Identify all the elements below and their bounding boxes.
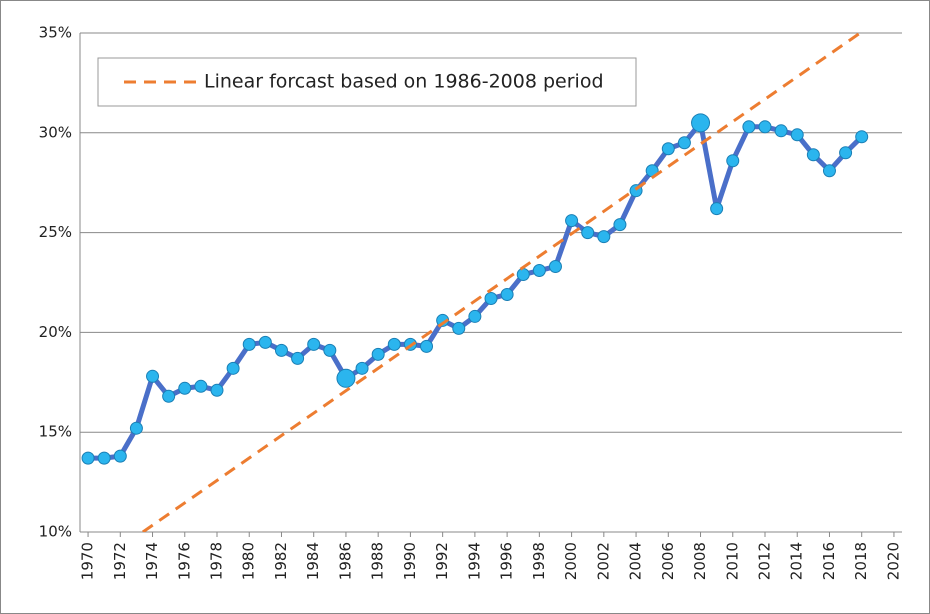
x-tick-label: 1986 bbox=[336, 542, 354, 580]
data-point bbox=[742, 120, 756, 134]
data-point bbox=[710, 202, 724, 216]
trend-line bbox=[142, 33, 861, 532]
x-tick-label: 2008 bbox=[691, 542, 709, 580]
data-point bbox=[548, 260, 562, 274]
data-point bbox=[532, 264, 546, 278]
x-tick-label: 1996 bbox=[498, 542, 516, 580]
x-tick-label: 2000 bbox=[562, 542, 580, 580]
x-tick-label: 2018 bbox=[852, 542, 870, 580]
data-point bbox=[242, 337, 256, 351]
data-point bbox=[226, 361, 240, 375]
data-point bbox=[806, 148, 820, 162]
data-point bbox=[258, 335, 272, 349]
y-tick-label: 30% bbox=[39, 123, 72, 141]
x-tick-label: 1974 bbox=[143, 542, 161, 580]
y-tick-label: 20% bbox=[39, 323, 72, 341]
data-point bbox=[661, 142, 675, 156]
x-tick-label: 1980 bbox=[240, 542, 258, 580]
data-point bbox=[726, 154, 740, 168]
data-point bbox=[355, 361, 369, 375]
data-point bbox=[822, 164, 836, 178]
x-tick-label: 1970 bbox=[79, 542, 97, 580]
x-tick-label: 1976 bbox=[175, 542, 193, 580]
data-point bbox=[420, 339, 434, 353]
data-point bbox=[113, 449, 127, 463]
data-point bbox=[162, 389, 176, 403]
x-tick-label: 2002 bbox=[594, 542, 612, 580]
data-point bbox=[97, 451, 111, 465]
y-tick-label: 35% bbox=[39, 24, 72, 42]
y-tick-label: 25% bbox=[39, 223, 72, 241]
data-point bbox=[194, 379, 208, 393]
data-point bbox=[307, 337, 321, 351]
data-point bbox=[613, 218, 627, 232]
data-point bbox=[516, 268, 530, 282]
data-point bbox=[291, 351, 305, 365]
data-point bbox=[178, 381, 192, 395]
data-point bbox=[565, 214, 579, 228]
data-point bbox=[839, 146, 853, 160]
x-tick-label: 2016 bbox=[820, 542, 838, 580]
data-point bbox=[597, 230, 611, 244]
data-point bbox=[274, 343, 288, 357]
data-point bbox=[323, 343, 337, 357]
x-tick-label: 1994 bbox=[465, 542, 483, 580]
data-point bbox=[81, 451, 95, 465]
x-tick-label: 1978 bbox=[208, 542, 226, 580]
x-tick-label: 2020 bbox=[884, 542, 902, 580]
x-tick-label: 1992 bbox=[433, 542, 451, 580]
data-point bbox=[371, 347, 385, 361]
data-point bbox=[855, 130, 869, 144]
x-tick-label: 2006 bbox=[659, 542, 677, 580]
data-point bbox=[468, 309, 482, 323]
x-tick-label: 1998 bbox=[530, 542, 548, 580]
data-point bbox=[677, 136, 691, 150]
data-point bbox=[387, 337, 401, 351]
x-tick-label: 1972 bbox=[111, 542, 129, 580]
x-tick-label: 2012 bbox=[756, 542, 774, 580]
x-tick-label: 2010 bbox=[723, 542, 741, 580]
y-tick-label: 10% bbox=[39, 523, 72, 541]
legend-label: Linear forcast based on 1986-2008 period bbox=[204, 71, 604, 93]
x-tick-label: 1990 bbox=[401, 542, 419, 580]
data-point bbox=[210, 383, 224, 397]
x-tick-label: 2004 bbox=[627, 542, 645, 580]
data-point bbox=[336, 368, 356, 388]
data-point bbox=[758, 120, 772, 134]
x-tick-label: 1982 bbox=[272, 542, 290, 580]
y-tick-label: 15% bbox=[39, 423, 72, 441]
data-point bbox=[581, 226, 595, 240]
data-point bbox=[129, 421, 143, 435]
data-point bbox=[774, 124, 788, 138]
data-point bbox=[691, 113, 711, 133]
data-point bbox=[790, 128, 804, 142]
x-tick-label: 2014 bbox=[788, 542, 806, 580]
data-point bbox=[500, 287, 514, 301]
x-tick-label: 1984 bbox=[304, 542, 322, 580]
data-point bbox=[146, 369, 160, 383]
data-point bbox=[484, 291, 498, 305]
x-tick-label: 1988 bbox=[369, 542, 387, 580]
data-point bbox=[452, 321, 466, 335]
